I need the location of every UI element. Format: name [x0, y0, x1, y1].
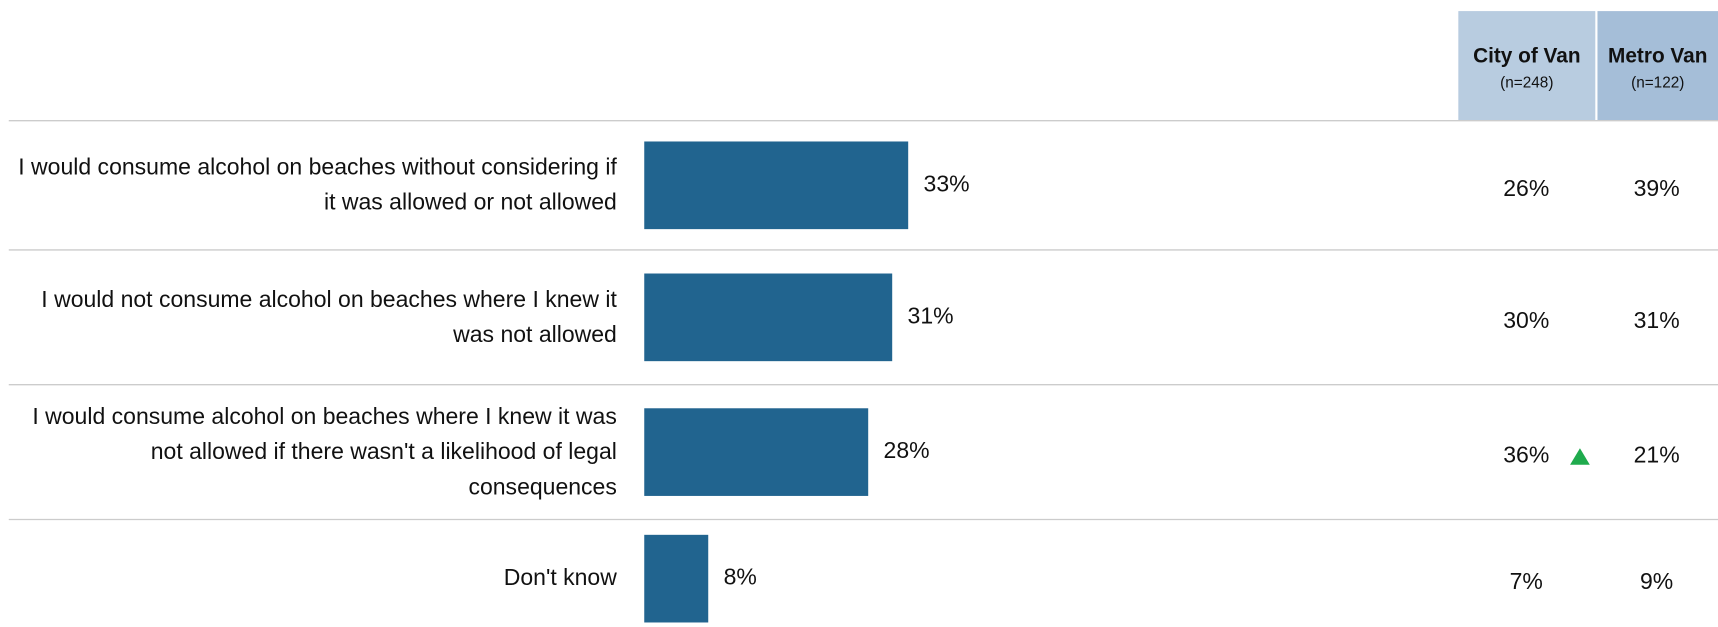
- column-header: City of Van: [1473, 45, 1580, 68]
- category-label: I would consume alcohol on beaches witho…: [18, 154, 617, 215]
- category-label-box: I would not consume alcohol on beaches w…: [41, 286, 617, 347]
- value-label: 8%: [724, 564, 757, 590]
- header-cell: [1458, 11, 1596, 121]
- category-label-box: I would consume alcohol on beaches where…: [32, 403, 617, 500]
- value-label: 33%: [924, 170, 970, 196]
- table-cell: 9%: [1640, 568, 1673, 594]
- category-label-box: Don't know: [503, 565, 617, 591]
- column-header: Metro Van: [1608, 45, 1707, 68]
- header-cell: [1597, 11, 1718, 121]
- category-label: Don't know: [503, 565, 617, 591]
- category-label: I would not consume alcohol on beaches w…: [41, 286, 617, 347]
- table-cell: 26%: [1503, 175, 1549, 201]
- bar: [644, 534, 709, 623]
- value-label: 31%: [908, 302, 954, 328]
- bar: [644, 141, 909, 230]
- category-label-box: I would consume alcohol on beaches witho…: [18, 154, 617, 215]
- value-label: 28%: [884, 437, 930, 463]
- table-cell: 7%: [1510, 568, 1543, 594]
- significance-marker: [1570, 448, 1590, 465]
- table-cell: 36%: [1503, 442, 1549, 468]
- column-n: (n=122): [1631, 74, 1684, 91]
- table-cell: 30%: [1503, 307, 1549, 333]
- column-n: (n=248): [1500, 74, 1553, 91]
- bar: [644, 273, 893, 362]
- bar: [644, 408, 869, 496]
- category-label: I would consume alcohol on beaches where…: [32, 403, 617, 500]
- table-cell: 31%: [1634, 307, 1680, 333]
- table-cell: 39%: [1634, 175, 1680, 201]
- table-cell: 21%: [1634, 442, 1680, 468]
